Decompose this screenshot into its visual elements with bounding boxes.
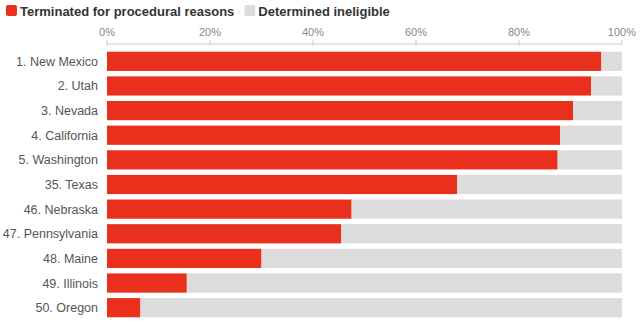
x-tick [622,40,623,46]
bar-segment [107,298,140,317]
x-tick [313,40,314,46]
bar-segment [573,101,622,120]
x-tick [416,40,417,46]
category-label: 2. Utah [58,79,98,93]
x-tick-label: 100% [608,26,636,38]
bar-segment [140,298,622,317]
bar-segment [601,52,622,71]
bar-segment [262,249,623,268]
bar-segment [352,200,622,219]
bar-segment [107,273,187,292]
category-label: 1. New Mexico [16,55,98,69]
bar-segment [107,150,558,169]
category-label: 46. Nebraska [24,203,98,217]
bar-segment [560,126,622,145]
chart-container: Terminated for procedural reasons Determi… [0,0,640,325]
bar-segment [341,224,622,243]
category-label: 35. Texas [45,178,98,192]
bar-segment [107,175,457,194]
category-label: 4. California [31,129,98,143]
x-tick-label: 0% [99,26,115,38]
legend-swatch [6,5,17,16]
category-label: 48. Maine [43,252,98,266]
category-label: 3. Nevada [41,104,98,118]
category-label: 49. Illinois [42,277,98,291]
bar-segment [107,76,591,95]
x-tick-label: 80% [508,26,530,38]
bar-segment [187,273,622,292]
bar-segment [107,200,352,219]
bar-segment [107,52,601,71]
bar-segment [107,126,560,145]
x-tick [210,40,211,46]
bar-segment [558,150,622,169]
bar-segment [107,249,262,268]
bar-segment [457,175,622,194]
bar-segment [107,224,341,243]
chart-svg: Terminated for procedural reasons Determi… [0,0,640,325]
x-tick [519,40,520,46]
x-tick [107,40,108,46]
x-tick-label: 20% [199,26,221,38]
x-axis-line [107,44,622,45]
category-label: 5. Washington [19,153,98,167]
bar-segment [107,101,573,120]
category-label: 50. Oregon [35,301,98,315]
bar-segment [591,76,622,95]
legend-label: Determined ineligible [258,4,389,19]
bars [107,52,622,318]
x-tick-label: 40% [302,26,324,38]
category-label: 47. Pennsylvania [3,227,98,241]
legend-label: Terminated for procedural reasons [20,4,234,19]
legend-swatch [244,5,255,16]
x-tick-label: 60% [405,26,427,38]
